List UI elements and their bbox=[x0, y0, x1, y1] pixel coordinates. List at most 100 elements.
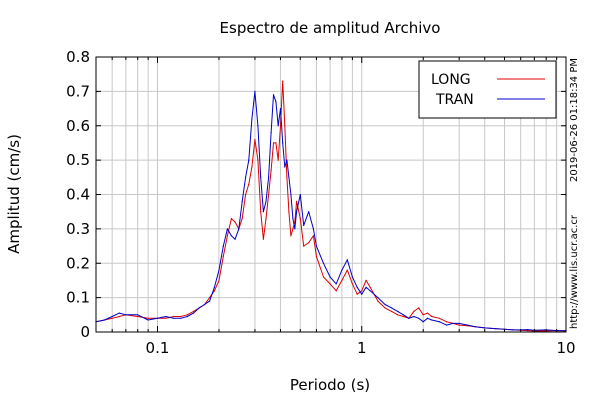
data-point-long bbox=[275, 142, 277, 144]
data-point-tran bbox=[418, 317, 420, 319]
data-point-long bbox=[277, 159, 279, 161]
data-point-long bbox=[458, 324, 460, 326]
data-point-long bbox=[431, 315, 433, 318]
legend-label-long: LONG bbox=[431, 72, 471, 88]
y-tick-label: 0.1 bbox=[66, 289, 90, 307]
data-point-long bbox=[356, 293, 358, 295]
data-point-tran bbox=[118, 312, 120, 314]
data-point-tran bbox=[268, 176, 270, 178]
data-point-long bbox=[226, 235, 228, 237]
data-point-tran bbox=[111, 315, 113, 318]
x-tick-label: 1 bbox=[357, 339, 367, 357]
data-point-tran bbox=[173, 317, 175, 319]
data-point-long bbox=[222, 255, 224, 257]
series-line-tran bbox=[95, 90, 566, 332]
data-point-tran bbox=[275, 101, 277, 103]
data-point-long bbox=[241, 218, 243, 220]
data-point-long bbox=[118, 315, 120, 318]
data-point-long bbox=[180, 315, 182, 318]
data-point-long bbox=[377, 300, 379, 302]
data-point-long bbox=[234, 221, 236, 223]
y-axis-label: Amplitud (cm/s) bbox=[5, 134, 23, 254]
data-point-long bbox=[361, 290, 363, 292]
data-point-tran bbox=[452, 322, 454, 324]
data-point-long bbox=[265, 218, 267, 220]
data-point-long bbox=[384, 307, 386, 309]
legend: LONG TRAN bbox=[418, 60, 557, 119]
data-point-tran bbox=[234, 238, 236, 240]
data-point-long bbox=[290, 235, 292, 237]
data-point-long bbox=[427, 312, 429, 314]
series-line-long bbox=[95, 80, 567, 332]
data-point-tran bbox=[245, 176, 247, 178]
data-point-tran bbox=[180, 317, 182, 319]
data-point-tran bbox=[279, 108, 282, 110]
data-point-tran bbox=[284, 166, 286, 168]
data-point-long bbox=[257, 159, 259, 161]
data-point-long bbox=[391, 310, 393, 312]
data-point-tran bbox=[322, 262, 325, 264]
data-point-long bbox=[213, 290, 215, 292]
data-point-tran bbox=[422, 321, 424, 323]
data-point-long bbox=[272, 142, 275, 144]
data-point-tran bbox=[103, 319, 106, 321]
data-point-tran bbox=[329, 276, 331, 278]
data-point-long bbox=[137, 315, 139, 318]
data-point-long bbox=[351, 283, 353, 285]
data-point-tran bbox=[335, 283, 337, 285]
data-point-tran bbox=[125, 314, 127, 316]
data-point-tran bbox=[282, 142, 284, 144]
data-point-tran bbox=[391, 307, 393, 309]
data-point-tran bbox=[156, 317, 159, 319]
data-point-long bbox=[186, 314, 188, 316]
data-point-long bbox=[173, 315, 175, 318]
data-point-long bbox=[299, 218, 301, 220]
data-point-long bbox=[312, 235, 314, 237]
data-point-tran bbox=[397, 310, 399, 312]
data-point-tran bbox=[277, 125, 279, 127]
x-tick-label: 10 bbox=[556, 339, 575, 357]
data-point-long bbox=[209, 297, 211, 299]
data-point-long bbox=[260, 211, 262, 213]
data-point-long bbox=[284, 125, 286, 127]
x-axis-label: Periodo (s) bbox=[290, 376, 370, 394]
data-point-tran bbox=[290, 193, 292, 196]
data-point-tran bbox=[408, 317, 410, 319]
data-point-tran bbox=[222, 245, 224, 247]
data-point-tran bbox=[292, 218, 294, 220]
axis-ticks: 0 0.1 0.2 0.3 0.4 0.5 0.6 0.7 0.8 0.1 1 10 bbox=[66, 48, 575, 357]
data-point-long bbox=[402, 315, 404, 318]
source-url-annotation: http://www.lis.ucr.ac.cr bbox=[569, 214, 580, 329]
data-point-tran bbox=[288, 176, 290, 178]
data-point-tran bbox=[186, 315, 188, 318]
data-point-tran bbox=[369, 290, 371, 292]
data-point-tran bbox=[484, 327, 486, 329]
timestamp-annotation: 2019-06-26 01:18:34 PM bbox=[569, 58, 580, 182]
data-point-tran bbox=[361, 293, 363, 295]
data-point-long bbox=[527, 330, 529, 332]
data-point-tran bbox=[438, 321, 440, 323]
data-point-tran bbox=[467, 324, 469, 326]
data-point-long bbox=[245, 193, 247, 196]
data-point-tran bbox=[248, 159, 250, 161]
data-point-tran bbox=[474, 326, 476, 328]
data-point-tran bbox=[527, 329, 529, 331]
data-point-tran bbox=[218, 269, 220, 271]
data-point-long bbox=[296, 200, 298, 202]
chart-title: Espectro de amplitud Archivo bbox=[220, 19, 441, 37]
data-point-tran bbox=[198, 307, 200, 309]
data-point-long bbox=[192, 310, 195, 312]
data-point-long bbox=[268, 193, 270, 196]
data-point-long bbox=[292, 228, 294, 230]
y-tick-label: 0 bbox=[80, 323, 90, 341]
data-point-tran bbox=[312, 228, 314, 230]
data-point-tran bbox=[351, 276, 353, 278]
data-point-tran bbox=[431, 319, 433, 321]
data-point-long bbox=[165, 317, 167, 319]
data-point-tran bbox=[427, 317, 429, 319]
data-point-long bbox=[111, 317, 113, 319]
legend-box bbox=[418, 60, 557, 119]
data-point-long bbox=[286, 176, 288, 178]
